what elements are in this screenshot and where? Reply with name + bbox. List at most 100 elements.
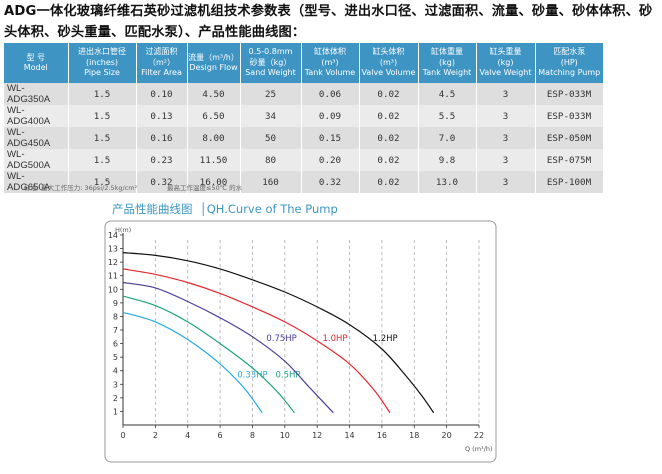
table-cell: 0.32 [301,171,360,193]
table-cell: 3 [476,83,536,105]
curve-1-0hp [122,268,391,414]
x-tick-label: 10 [280,431,290,440]
column-header-line: (m³) [321,57,339,67]
table-row: WL-ADG400A 1.5 0.13 6.50 34 0.09 0.02 5.5 3 ESP-0… [4,105,604,127]
table-cell: 0.02 [359,149,419,171]
curve-label-0-33hp: 0.33HP [237,371,267,381]
table-row: WL-ADG350A 1.5 0.10 4.50 25 0.06 0.02 4.5 3 ESP-0… [4,83,604,105]
column-header-line: (kg) [439,57,455,67]
table-cell: 4.5 [418,83,477,105]
table-cell: 50 [240,127,302,149]
table-cell: 34 [240,105,302,127]
max-pressure-note: 标准: 最大工作压力: 36psi/2.5kg/cm² [24,184,138,192]
table-cell: 3 [476,171,536,193]
table-cell: 4.50 [187,83,241,105]
table-row: WL-ADG450A 1.5 0.16 8.00 50 0.15 0.02 7.0 3 ESP-0… [4,127,604,149]
column-header: 缸头体积 (m³) Valve Volume [359,43,419,83]
column-header-line: 砂量（kg） [249,57,292,67]
table-cell: 0.20 [301,149,360,171]
x-tick-label: 20 [442,431,452,440]
column-header-line: Sand Weight [245,68,296,78]
column-header-line: Valve Volume [361,68,416,78]
x-tick-label: 22 [474,431,484,440]
x-tick-label: 6 [218,431,223,440]
chart-title: 产品性能曲线图 │QH.Curve of The Pump [112,202,338,216]
y-axis-label: H(m) [115,226,131,234]
model-cell: WL-ADG450A [4,127,69,149]
column-header-line: (HP) [560,57,578,67]
table-cell: 1.5 [68,83,137,105]
table-cell: 0.32 [136,171,188,193]
y-tick-label: 5 [113,353,118,362]
column-header-line: Tank Weight [422,68,472,78]
column-header: 缸头重量 (kg) Valve Weight [476,43,536,83]
table-cell: 0.13 [136,105,188,127]
y-tick-label: 8 [113,312,118,321]
y-tick-label: 1 [113,407,118,416]
x-tick-label: 14 [344,431,354,440]
x-axis-label: Q (m³/h) [465,445,493,453]
column-header: 过滤面积（m²） Filter Area [136,43,188,83]
table-cell: 25 [240,83,302,105]
table-cell: ESP-100M [535,171,604,193]
table-cell: 0.02 [359,105,419,127]
model-cell: WL-ADG500A [4,149,69,171]
column-header-line: 过滤面积（m²） [145,47,178,67]
column-header: 流量（m³/h） Design Flow [187,43,241,83]
column-header: 进出水口管径 (inches) Pipe Size [68,43,137,83]
curve-0-33hp [122,311,263,414]
x-tick-label: 8 [250,431,255,440]
table-cell: ESP-075M [535,149,604,171]
x-tick-label: 12 [312,431,322,440]
model-cell: WL-ADG650A [4,171,69,193]
y-tick-label: 14 [108,231,118,240]
table-cell: 0.06 [301,83,360,105]
y-tick-label: 6 [113,340,118,349]
table-cell: ESP-033M [535,105,604,127]
curve-label-1-0hp: 1.0HP [322,334,347,344]
y-tick-label: 4 [113,367,118,376]
table-cell: 13.0 [418,171,477,193]
table-cell: 0.15 [301,127,360,149]
table-cell: 8.00 [187,127,241,149]
y-tick-label: 9 [113,299,118,308]
column-header-line: Valve Weight [479,68,532,78]
table-cell: 160 [240,171,302,193]
x-tick-label: 2 [153,431,158,440]
table-cell: ESP-050M [535,127,604,149]
table-cell: 0.16 [136,127,188,149]
table-body: WL-ADG350A 1.5 0.10 4.50 25 0.06 0.02 4.5 3 ESP-0… [4,83,604,193]
column-header-line: 型 号 [26,52,46,62]
column-header-line: 流量（m³/h） [188,52,239,62]
table-cell: 1.5 [68,105,137,127]
table-cell: 5.5 [418,105,477,127]
model-cell: WL-ADG350A [4,83,69,105]
table-cell: 11.50 [187,149,241,171]
column-header-line: 匹配水泵 [553,47,586,57]
table-cell: 0.02 [359,83,419,105]
column-header-line: Pipe Size [84,68,120,78]
x-tick-label: 18 [409,431,419,440]
page-heading: ADG一体化玻璃纤维石英砂过滤机组技术参数表（型号、进出水口径、过滤面积、流量、… [4,4,653,40]
curve-1-2hp [122,252,435,414]
table-cell: ESP-033M [535,83,604,105]
table-cell: 0.10 [136,83,188,105]
y-tick-label: 12 [108,258,118,267]
column-header-line: 0.5-0.8mm [248,47,293,57]
column-header-line: 缸头体积 [372,47,405,57]
table-cell: 3 [476,149,536,171]
y-tick-label: 2 [113,394,118,403]
table-cell: 1.5 [68,149,137,171]
table-cell: 0.02 [359,171,419,193]
column-header-line: 缸体体积 [314,47,346,57]
column-header: 匹配水泵 (HP) Matching Pump [535,43,603,83]
table-cell: 3 [476,127,536,149]
x-tick-label: 16 [377,431,387,440]
column-header-line: 进出水口管径 [78,47,126,57]
table-cell: 3 [476,105,536,127]
column-header: 型 号 Model [4,43,69,83]
table-row: WL-ADG650A 1.5 0.32 16.00 160 0.32 0.02 13.0 3 ES… [4,171,604,193]
table-cell: 80 [240,149,302,171]
table-cell: 0.23 [136,149,188,171]
